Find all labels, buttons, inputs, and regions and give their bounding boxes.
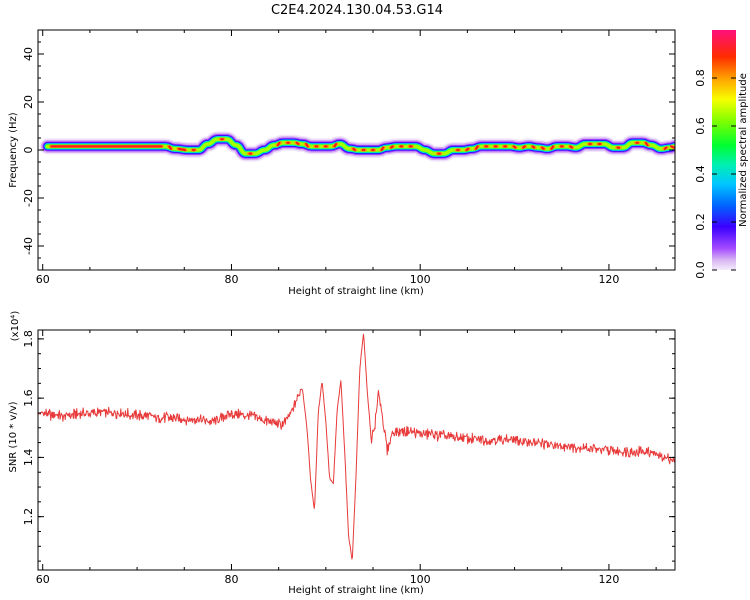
snr-xtick-label: 60 (36, 573, 50, 586)
spectrogram-peak (512, 145, 517, 149)
spectrogram-peak (569, 145, 574, 149)
spectrogram-panel: 60 80 100 120 -40 -20 0 20 40 Height of straight… (8, 29, 676, 297)
snr-frame (37, 329, 676, 571)
snr-series (38, 333, 675, 560)
spectrogram-xtick-label: 80 (224, 273, 238, 286)
snr-ytick-label: 1.8 (22, 330, 35, 348)
snr-ylabel: SNR (10 * v/v) (8, 401, 19, 472)
snr-xtick-label: 100 (410, 573, 431, 586)
figure-title: C2E4.2024.130.04.53.G14 (271, 3, 443, 18)
spectrogram-peak (177, 147, 187, 152)
spectrogram-ytick-label: -20 (22, 189, 35, 207)
spectrogram-xtick-label: 100 (410, 273, 431, 286)
spectrogram-peak (669, 145, 675, 149)
snr-ytick-label: 1.2 (22, 508, 35, 526)
snr-multiplier: (x10⁴) (10, 311, 21, 342)
spectrogram-peak (168, 145, 172, 150)
spectrogram-ytick-label: 40 (22, 47, 35, 61)
spectrogram-peak (531, 145, 536, 149)
spectrogram-xlabel: Height of straight line (km) (288, 286, 424, 297)
colorbar-tick-label: 0.8 (694, 69, 707, 87)
spectrogram-peak (305, 142, 309, 148)
snr-axes: 60 80 100 120 1.2 1.4 1.6 1.8 (22, 330, 675, 586)
snr-xtick-label: 120 (598, 573, 619, 586)
colorbar-tick-label: 0.6 (694, 117, 707, 135)
spectrogram-ridge (39, 131, 675, 162)
snr-line (38, 333, 675, 560)
spectrogram-xtick-label: 120 (598, 273, 619, 286)
snr-ytick-label: 1.4 (22, 449, 35, 467)
colorbar-label: Normalized spectral amplitude (738, 73, 749, 227)
spectrogram-peak (276, 141, 281, 147)
spectrogram-xtick-label: 60 (36, 273, 50, 286)
colorbar-tick-label: 0.4 (694, 165, 707, 183)
colorbar-gradient (712, 30, 736, 270)
spectrogram-peak (465, 147, 470, 152)
snr-panel: 60 80 100 120 1.2 1.4 1.6 1.8 Height of straigh… (8, 311, 676, 596)
spectrogram-peak (352, 147, 356, 152)
spectrogram-peak (550, 145, 555, 150)
spectrogram-ytick-label: 0 (22, 147, 35, 154)
snr-xlabel: Height of straight line (km) (288, 585, 424, 596)
spectrogram-peak (541, 146, 545, 150)
spectrogram-peak (522, 145, 526, 149)
spectrogram-peak (644, 141, 649, 147)
spectrogram-peak (295, 141, 300, 146)
spectrogram-peak (475, 145, 479, 150)
snr-ytick-label: 1.6 (22, 389, 35, 407)
spectrogram-peak (380, 146, 385, 152)
colorbar: 0.0 0.2 0.4 0.6 0.8 Normalized spectral ampl… (694, 30, 749, 279)
colorbar-ticks: 0.0 0.2 0.4 0.6 0.8 (694, 69, 736, 279)
colorbar-tick-label: 0.2 (694, 213, 707, 231)
spectrogram-ytick-label: 20 (22, 95, 35, 109)
snr-xtick-label: 80 (224, 573, 238, 586)
colorbar-tick-label: 0.0 (694, 261, 707, 279)
spectrogram-ylabel: Frequency (Hz) (8, 112, 19, 188)
spectrogram-peak (663, 146, 668, 150)
spectrogram-ytick-label: -40 (22, 237, 35, 255)
spectrogram-axes: 60 80 100 120 -40 -20 0 20 40 (22, 29, 675, 286)
spectrogram-peak (333, 142, 338, 148)
spectrogram-peak (390, 145, 394, 149)
